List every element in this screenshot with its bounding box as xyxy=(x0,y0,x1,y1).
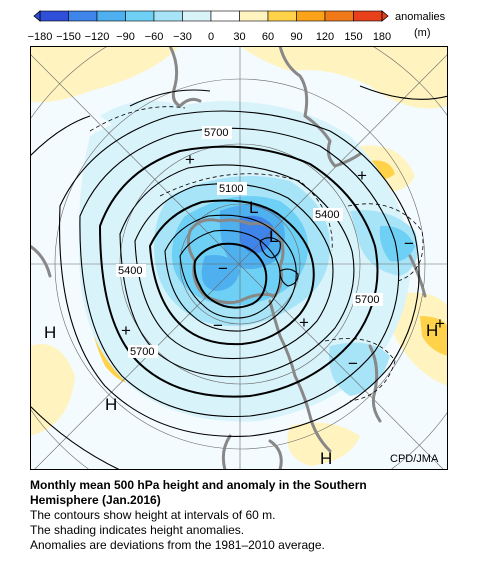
low-marker-2: L xyxy=(269,227,278,246)
contour-label-5700-left: 5700 xyxy=(130,346,154,358)
caption-title-line-2: Hemisphere (Jan.2016) xyxy=(30,493,161,507)
colorbar-tick-label: −30 xyxy=(173,31,192,43)
minus-marker-3: − xyxy=(213,316,223,335)
colorbar-cell xyxy=(239,10,269,22)
colorbar-tick-labels: −180 −150 −120 −90 −60 −30 0 30 60 90 120 150 180 xyxy=(28,31,392,43)
contour-labels: 5700 5100 5400 5400 5700 5700 xyxy=(116,126,383,358)
map-credit: CPD/JMA xyxy=(390,453,439,465)
plus-marker-3: + xyxy=(121,321,131,340)
plus-marker-4: + xyxy=(299,313,309,332)
colorbar-cell xyxy=(96,10,126,22)
figure-caption: Monthly mean 500 hPa height and anomaly … xyxy=(30,478,470,553)
colorbar-right-arrow xyxy=(381,10,389,22)
low-marker-1: L xyxy=(249,198,258,217)
colorbar-tick-label: 120 xyxy=(316,31,334,43)
colorbar-cell xyxy=(210,10,240,22)
caption-anomaly-note: Anomalies are deviations from the 1981–2… xyxy=(30,538,325,552)
graticule xyxy=(30,46,448,470)
plus-marker-5: + xyxy=(435,314,445,333)
colorbar-cell xyxy=(125,10,155,22)
colorbar-cells xyxy=(39,10,383,22)
minus-marker-4: − xyxy=(348,354,358,373)
plus-marker-2: + xyxy=(357,166,367,185)
caption-title-line-1: Monthly mean 500 hPa height and anomaly … xyxy=(30,478,367,492)
anomaly-markers: + + + + + − − − − xyxy=(121,150,445,373)
minus-marker-1: − xyxy=(404,234,414,253)
colorbar-unit-parenthetical: (m) xyxy=(414,27,431,39)
colorbar-cell xyxy=(296,10,326,22)
anomaly-dashed-contours xyxy=(89,106,424,402)
colorbar-cell xyxy=(153,10,183,22)
colorbar-tick-label: −60 xyxy=(145,31,164,43)
colorbar-cell xyxy=(353,10,383,22)
colorbar-tick-label: 30 xyxy=(233,31,245,43)
colorbar-cell xyxy=(324,10,354,22)
high-marker-1: H xyxy=(44,323,56,342)
colorbar-cell xyxy=(39,10,69,22)
contour-label-5100: 5100 xyxy=(219,183,243,195)
high-marker-3: H xyxy=(320,449,332,468)
colorbar-tick-label: −150 xyxy=(56,31,81,43)
anomaly-colorbar: −180 −150 −120 −90 −60 −30 0 30 60 90 120 150 180 an… xyxy=(28,10,446,43)
colorbar-tick-label: 90 xyxy=(290,31,302,43)
caption-contour-note: The contours show height at intervals of… xyxy=(30,508,276,522)
colorbar-cell xyxy=(182,10,212,22)
colorbar-tick-label: 150 xyxy=(344,31,362,43)
high-marker-4: H xyxy=(426,321,438,340)
pressure-markers: H H H H L L xyxy=(44,198,438,468)
colorbar-unit-label: anomalies xyxy=(395,11,446,23)
caption-shading-note: The shading indicates height anomalies. xyxy=(30,523,245,537)
contour-label-5400-left: 5400 xyxy=(118,265,142,277)
high-marker-2: H xyxy=(105,395,117,414)
southern-hemisphere-map: 5700 5100 5400 5400 5700 5700 H H H H L … xyxy=(30,46,448,470)
contour-label-5400-right: 5400 xyxy=(315,209,339,221)
colorbar-tick-label: 60 xyxy=(262,31,274,43)
map-frame xyxy=(30,46,448,470)
plus-marker-1: + xyxy=(185,150,195,169)
colorbar-tick-label: 180 xyxy=(373,31,391,43)
contour-label-5700-top: 5700 xyxy=(204,127,228,139)
colorbar-tick-label: −90 xyxy=(116,31,135,43)
colorbar-left-arrow xyxy=(33,10,41,22)
minus-marker-2: − xyxy=(218,259,228,278)
colorbar-tick-label: −180 xyxy=(28,31,53,43)
colorbar-tick-label: −120 xyxy=(85,31,110,43)
colorbar-cell xyxy=(68,10,98,22)
colorbar-tick-label: 0 xyxy=(208,31,214,43)
colorbar-cell xyxy=(267,10,297,22)
contour-label-5700-right: 5700 xyxy=(355,294,379,306)
